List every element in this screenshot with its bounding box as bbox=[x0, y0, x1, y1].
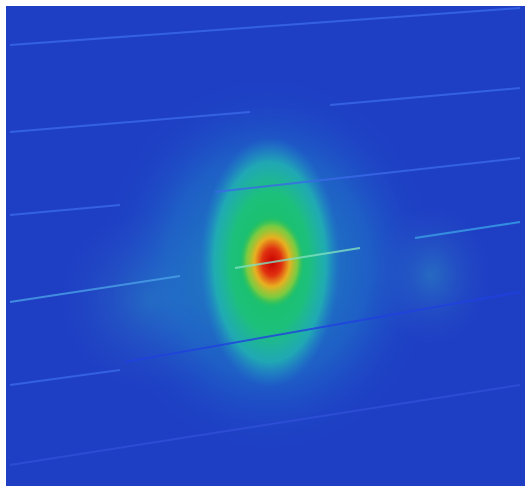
streak bbox=[9, 275, 181, 303]
streak bbox=[9, 204, 121, 216]
streak bbox=[414, 221, 521, 239]
streak bbox=[9, 7, 521, 46]
streak bbox=[214, 157, 521, 193]
streaks bbox=[9, 7, 521, 466]
streak bbox=[329, 87, 521, 106]
streak bbox=[9, 111, 251, 133]
streak bbox=[124, 291, 521, 363]
streak bbox=[9, 369, 121, 386]
streak bbox=[9, 384, 521, 466]
streak bbox=[234, 247, 361, 269]
